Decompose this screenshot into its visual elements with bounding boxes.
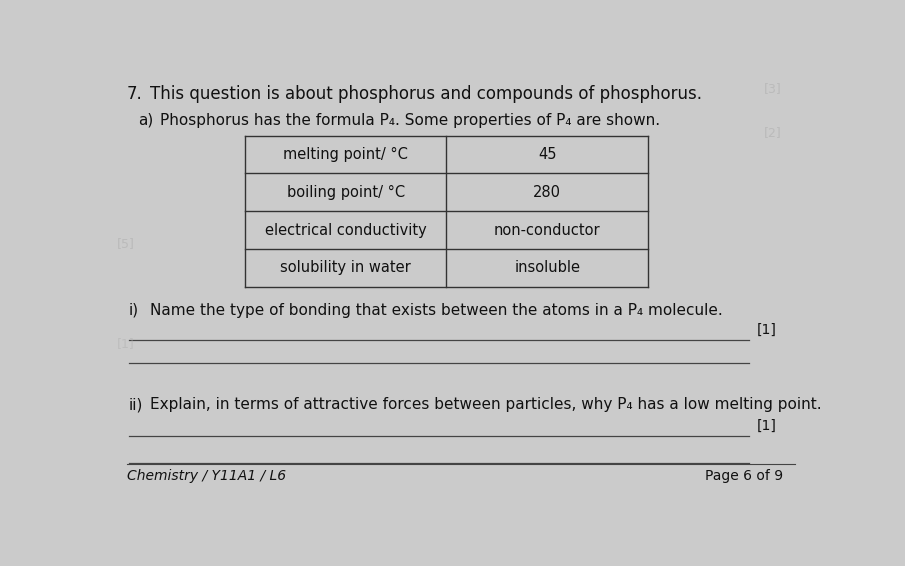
- Text: 7.: 7.: [127, 85, 143, 103]
- Text: [1]: [1]: [757, 323, 776, 337]
- Text: Chemistry / Y11A1 / L6: Chemistry / Y11A1 / L6: [127, 469, 286, 483]
- Text: Phosphorus has the formula P₄. Some properties of P₄ are shown.: Phosphorus has the formula P₄. Some prop…: [159, 113, 660, 127]
- Text: [1]: [1]: [757, 419, 776, 433]
- Text: boiling point/ °C: boiling point/ °C: [287, 185, 405, 200]
- Text: Name the type of bonding that exists between the atoms in a P₄ molecule.: Name the type of bonding that exists bet…: [150, 303, 723, 318]
- Text: electrical conductivity: electrical conductivity: [265, 222, 426, 238]
- Text: [5]: [5]: [117, 237, 135, 250]
- Text: a): a): [138, 113, 153, 127]
- Text: insoluble: insoluble: [514, 260, 580, 275]
- Text: Page 6 of 9: Page 6 of 9: [705, 469, 784, 483]
- Text: ii): ii): [129, 397, 143, 413]
- Text: non-conductor: non-conductor: [494, 222, 600, 238]
- Text: This question is about phosphorus and compounds of phosphorus.: This question is about phosphorus and co…: [150, 85, 702, 103]
- Text: 280: 280: [533, 185, 561, 200]
- Text: Explain, in terms of attractive forces between particles, why P₄ has a low melti: Explain, in terms of attractive forces b…: [150, 397, 822, 413]
- Text: [3]: [3]: [764, 82, 782, 95]
- Text: [1]: [1]: [117, 337, 135, 350]
- Text: [2]: [2]: [764, 126, 782, 139]
- Text: solubility in water: solubility in water: [281, 260, 411, 275]
- Text: melting point/ °C: melting point/ °C: [283, 147, 408, 162]
- Text: 45: 45: [538, 147, 557, 162]
- Text: i): i): [129, 303, 138, 318]
